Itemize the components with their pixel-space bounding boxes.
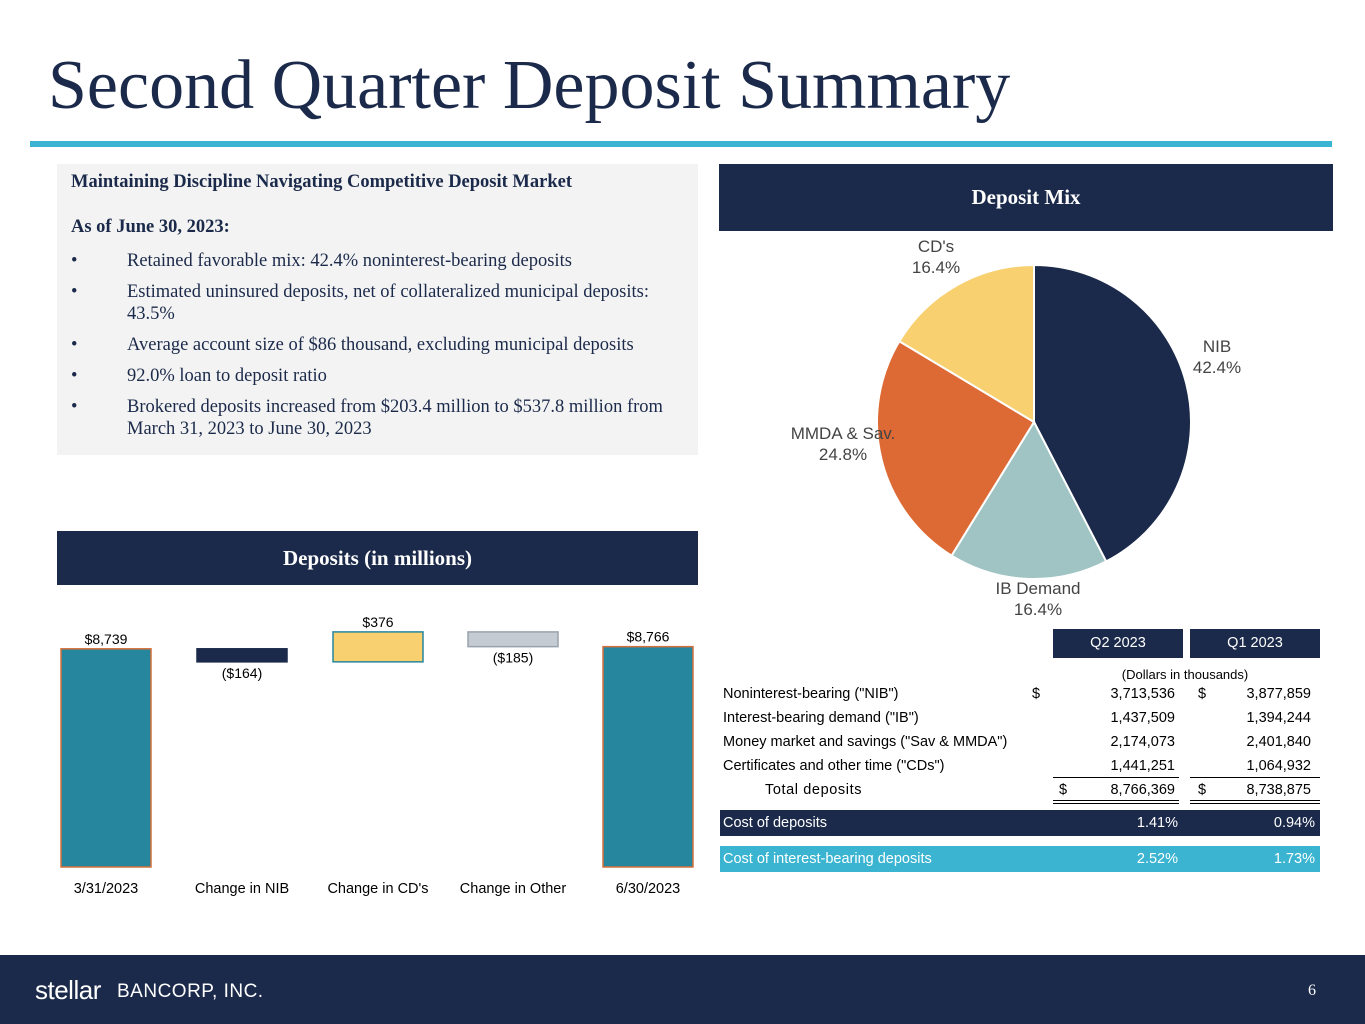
highlights-box: Maintaining Discipline Navigating Compet… — [57, 164, 698, 455]
pie-label: MMDA & Sav. — [791, 424, 896, 443]
rule — [1190, 777, 1320, 778]
cell: 2,401,840 — [1246, 734, 1311, 750]
pie-label: IB Demand — [995, 579, 1080, 598]
cell: 1,441,251 — [1110, 758, 1175, 774]
pie-value-label: 42.4% — [1193, 358, 1241, 377]
cell: 2,174,073 — [1110, 734, 1175, 750]
page-number: 6 — [1308, 982, 1316, 999]
table-note: (Dollars in thousands) — [1121, 667, 1249, 682]
cell: 0.94% — [1273, 815, 1315, 831]
footer: stellar BANCORP, INC. 6 — [0, 955, 1365, 1024]
currency: $ — [1198, 782, 1207, 798]
row-label: Noninterest-bearing ("NIB") — [723, 686, 899, 702]
highlights-heading: Maintaining Discipline Navigating Compet… — [71, 172, 573, 192]
cell: 8,738,875 — [1246, 782, 1311, 798]
data-label: $8,739 — [85, 631, 128, 647]
pie-slice — [950, 419, 1108, 580]
bullet: Estimated uninsured deposits, net of col… — [71, 281, 691, 325]
waterfall-bar — [467, 631, 559, 648]
pie-slice — [876, 339, 1036, 557]
cost-row: Cost of interest-bearing deposits 2.52% 1.… — [720, 846, 1320, 872]
column-header: Q2 2023 — [1053, 629, 1183, 658]
data-label: $376 — [362, 614, 393, 630]
total-label: Total deposits — [765, 782, 863, 798]
footer-logo: stellar — [35, 975, 101, 1005]
pie-header: Deposit Mix — [719, 164, 1333, 231]
row-label: Cost of interest-bearing deposits — [723, 851, 932, 867]
pie-value-label: 16.4% — [1014, 600, 1062, 619]
cell: 1.41% — [1136, 815, 1178, 831]
pie-value-label: 24.8% — [819, 445, 867, 464]
rule — [1190, 803, 1320, 804]
cell: 1.73% — [1273, 851, 1315, 867]
cell: 1,437,509 — [1110, 710, 1175, 726]
x-tick-label: 3/31/2023 — [74, 881, 139, 897]
slide-title: Second Quarter Deposit Summary — [48, 47, 1011, 124]
x-tick-label: Change in Other — [460, 881, 567, 897]
x-tick-label: 6/30/2023 — [616, 881, 681, 897]
bullet-list: Retained favorable mix: 42.4% noninteres… — [71, 250, 691, 449]
rule — [1190, 800, 1320, 801]
cell: 1,394,244 — [1246, 710, 1311, 726]
currency: $ — [1059, 782, 1068, 798]
bullet: Average account size of $86 thousand, ex… — [71, 334, 691, 356]
cell: 1,064,932 — [1246, 758, 1311, 774]
pie-slice — [897, 263, 1035, 424]
row-label: Interest-bearing demand ("IB") — [723, 710, 919, 726]
currency: $ — [1032, 686, 1041, 702]
bullet: 92.0% loan to deposit ratio — [71, 365, 691, 387]
x-tick-label: Change in CD's — [327, 881, 428, 897]
cost-row: Cost of deposits 1.41% 0.94% — [720, 810, 1320, 836]
cell: 8,766,369 — [1110, 782, 1175, 798]
footer-company: BANCORP, INC. — [117, 981, 264, 1002]
deposit-table: Q2 2023 Q1 2023 (Dollars in thousands) Noni… — [720, 629, 1320, 872]
pie-label: NIB — [1203, 337, 1231, 356]
row-label: Certificates and other time ("CDs") — [723, 758, 945, 774]
x-tick-label: Change in NIB — [195, 881, 289, 897]
charts: $8,739 3/31/2023 ($164) Change in NIB $376 Ch… — [60, 237, 1241, 897]
pie-slice — [1033, 263, 1192, 563]
cell: 2.52% — [1136, 851, 1178, 867]
waterfall-bar — [60, 648, 152, 868]
currency: $ — [1198, 686, 1207, 702]
cell: 3,877,859 — [1246, 686, 1311, 702]
bullet: Retained favorable mix: 42.4% noninteres… — [71, 250, 691, 272]
highlights-subheading: As of June 30, 2023: — [71, 217, 230, 237]
row-label: Money market and savings ("Sav & MMDA") — [723, 734, 1008, 750]
pie-value-label: 16.4% — [912, 258, 960, 277]
title-rule — [30, 141, 1332, 147]
bullet: Brokered deposits increased from $203.4 … — [71, 396, 691, 440]
column-header: Q1 2023 — [1190, 629, 1320, 658]
data-label: ($164) — [222, 665, 262, 681]
rule — [1053, 803, 1179, 804]
row-label: Cost of deposits — [723, 815, 827, 831]
waterfall-bar — [196, 648, 288, 663]
pie-label: CD's — [918, 237, 954, 256]
rule — [1053, 800, 1179, 801]
rule — [1053, 777, 1179, 778]
data-label: ($185) — [493, 650, 533, 666]
cell: 3,713,536 — [1110, 686, 1175, 702]
waterfall-header: Deposits (in millions) — [57, 531, 698, 585]
waterfall-bar — [602, 645, 694, 868]
data-label: $8,766 — [627, 629, 670, 645]
waterfall-bar — [332, 631, 424, 663]
